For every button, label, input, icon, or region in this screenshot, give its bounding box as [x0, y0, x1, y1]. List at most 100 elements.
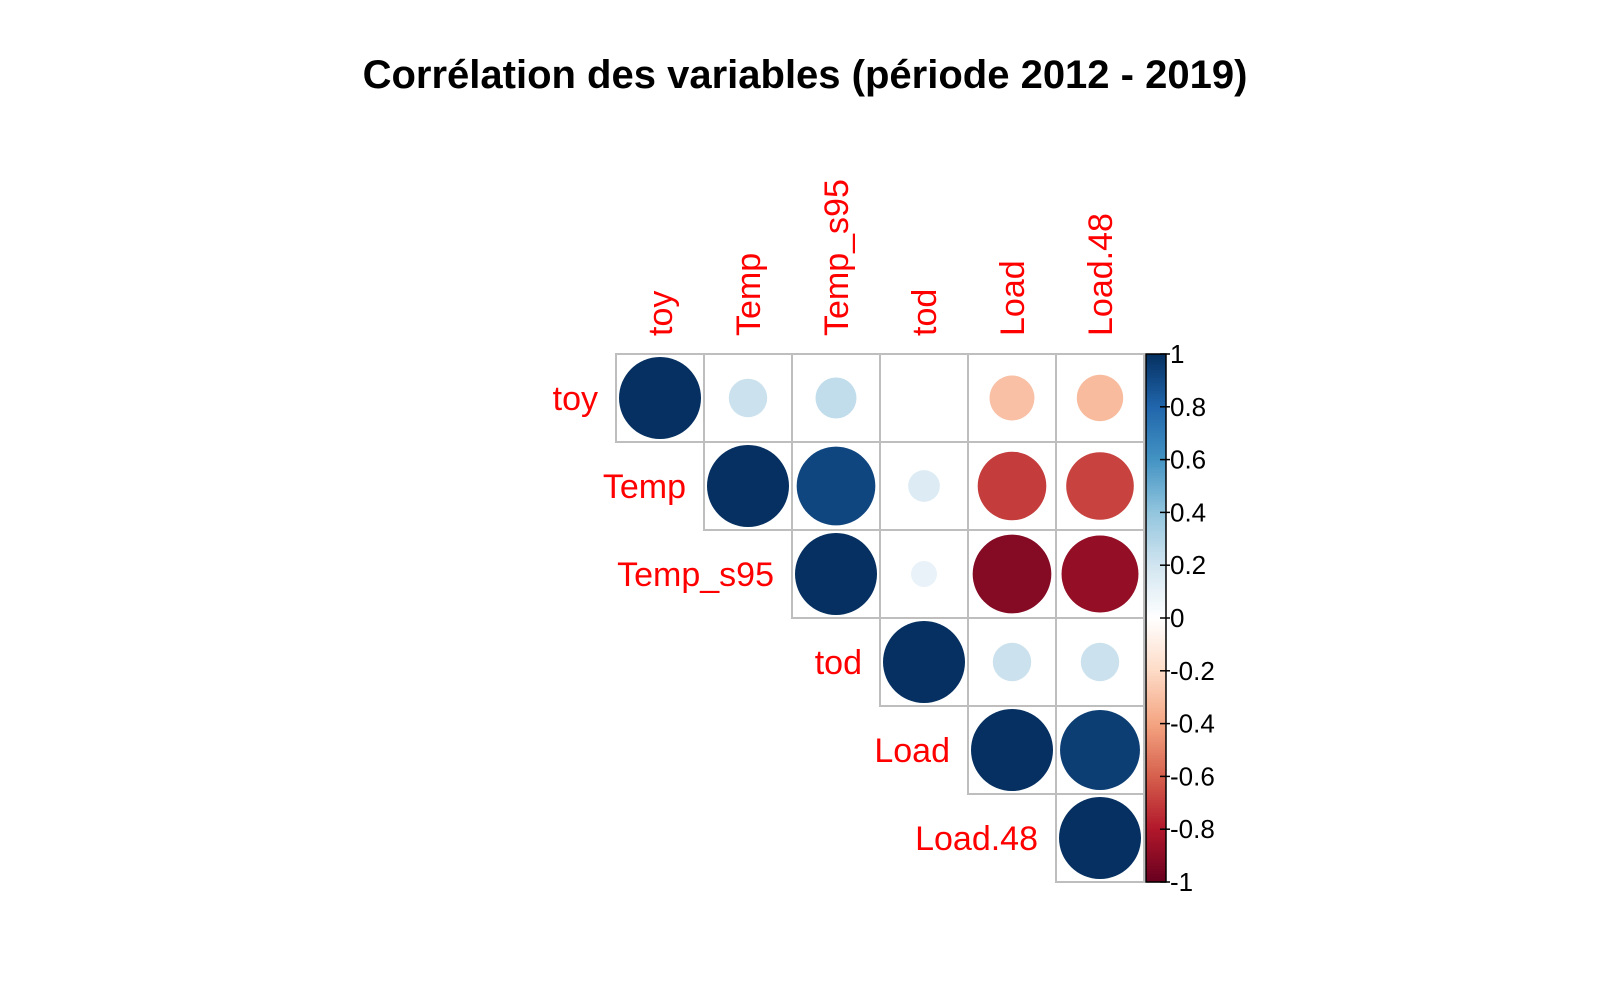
- colorbar-segment: [1146, 668, 1166, 672]
- colorbar-segment: [1146, 639, 1166, 643]
- correlation-circle-toy-Temp_s95: [815, 377, 857, 419]
- correlation-circle-toy-Load.48: [1076, 374, 1124, 422]
- colorbar-segment: [1146, 359, 1166, 363]
- colorbar-segment: [1146, 691, 1166, 696]
- colorbar-tick-label: -0.4: [1170, 709, 1215, 739]
- colorbar-segment: [1146, 375, 1166, 379]
- colorbar-segment: [1146, 850, 1166, 854]
- colorbar-segment: [1146, 422, 1166, 426]
- colorbar-segment: [1146, 604, 1166, 609]
- colorbar-segment: [1146, 499, 1166, 503]
- chart-title: Corrélation des variables (période 2012 …: [363, 53, 1248, 97]
- colorbar-segment: [1146, 393, 1166, 397]
- colorbar-segment: [1146, 565, 1166, 569]
- colorbar-segment: [1146, 620, 1166, 624]
- colorbar-segment: [1146, 657, 1166, 661]
- colorbar-segment: [1146, 409, 1166, 413]
- column-label-Temp_s95: Temp_s95: [818, 179, 856, 336]
- correlation-circle-tod-Load: [992, 642, 1032, 682]
- colorbar-segment: [1146, 784, 1166, 788]
- colorbar-segment: [1146, 786, 1166, 791]
- colorbar-segment: [1146, 673, 1166, 677]
- colorbar-tick-label: 0: [1170, 603, 1184, 633]
- colorbar-segment: [1146, 554, 1166, 558]
- correlation-circle-Load.48-Load.48: [1059, 797, 1141, 879]
- colorbar-segment: [1146, 781, 1166, 785]
- colorbar-segment: [1146, 504, 1166, 508]
- colorbar-segment: [1146, 443, 1166, 447]
- colorbar-segment: [1146, 414, 1166, 418]
- colorbar-segment: [1146, 417, 1166, 421]
- colorbar-segment: [1146, 367, 1166, 371]
- colorbar-segment: [1146, 715, 1166, 719]
- colorbar-segment: [1146, 860, 1166, 865]
- correlation-circle-Temp_s95-tod: [911, 561, 937, 587]
- correlation-circle-toy-Temp: [728, 378, 768, 418]
- colorbar-segment: [1146, 509, 1166, 513]
- colorbar-segment: [1146, 470, 1166, 474]
- colorbar-segment: [1146, 697, 1166, 701]
- colorbar-segment: [1146, 665, 1166, 669]
- colorbar-segment: [1146, 633, 1166, 638]
- grid-cell: [879, 353, 969, 443]
- colorbar-segment: [1146, 380, 1166, 384]
- colorbar-segment: [1146, 702, 1166, 706]
- row-label-Load.48: Load.48: [915, 820, 1038, 858]
- correlation-circle-tod-tod: [883, 621, 965, 703]
- colorbar-segment: [1146, 834, 1166, 838]
- colorbar-segment: [1146, 647, 1166, 651]
- colorbar-segment: [1146, 522, 1166, 527]
- colorbar-segment: [1146, 816, 1166, 820]
- colorbar-segment: [1146, 641, 1166, 645]
- colorbar-segment: [1146, 771, 1166, 775]
- colorbar-segment: [1146, 517, 1166, 521]
- colorbar-segment: [1146, 361, 1166, 366]
- colorbar-segment: [1146, 388, 1166, 392]
- row-label-toy: toy: [553, 380, 598, 418]
- colorbar-segment: [1146, 779, 1166, 783]
- colorbar-segment: [1146, 573, 1166, 577]
- colorbar-segment: [1146, 821, 1166, 825]
- colorbar-segment: [1146, 464, 1166, 469]
- colorbar-segment: [1146, 789, 1166, 793]
- colorbar-segment: [1146, 670, 1166, 675]
- colorbar-segment: [1146, 538, 1166, 543]
- colorbar-segment: [1146, 623, 1166, 627]
- colorbar-segment: [1146, 713, 1166, 717]
- colorbar-segment: [1146, 847, 1166, 851]
- colorbar-segment: [1146, 544, 1166, 548]
- colorbar-segment: [1146, 456, 1166, 461]
- colorbar-segment: [1146, 694, 1166, 698]
- colorbar-segment: [1146, 689, 1166, 693]
- colorbar-segment: [1146, 396, 1166, 400]
- correlation-circle-Temp-Temp_s95: [796, 446, 876, 526]
- colorbar-segment: [1146, 797, 1166, 801]
- colorbar-segment: [1146, 364, 1166, 368]
- colorbar-segment: [1146, 602, 1166, 606]
- colorbar-tick-label: 0.8: [1170, 392, 1206, 422]
- colorbar-segment: [1146, 681, 1166, 685]
- colorbar-segment: [1146, 731, 1166, 735]
- colorbar-segment: [1146, 654, 1166, 659]
- colorbar-segment: [1146, 739, 1166, 743]
- colorbar-segment: [1146, 356, 1166, 360]
- colorbar-segment: [1146, 552, 1166, 556]
- colorbar-segment: [1146, 684, 1166, 688]
- colorbar-segment: [1146, 446, 1166, 450]
- correlation-circle-toy-Load: [989, 375, 1035, 421]
- colorbar-segment: [1146, 435, 1166, 440]
- colorbar-segment: [1146, 763, 1166, 767]
- colorbar-segment: [1146, 625, 1166, 630]
- colorbar-segment: [1146, 596, 1166, 601]
- colorbar-segment: [1146, 744, 1166, 748]
- colorbar-segment: [1146, 718, 1166, 722]
- colorbar-segment: [1146, 404, 1166, 408]
- colorbar-segment: [1146, 868, 1166, 873]
- colorbar-segment: [1146, 591, 1166, 595]
- colorbar-segment: [1146, 546, 1166, 550]
- colorbar-segment: [1146, 723, 1166, 727]
- colorbar-segment: [1146, 649, 1166, 653]
- correlation-circle-Temp_s95-Load.48: [1061, 535, 1139, 613]
- colorbar-segment: [1146, 441, 1166, 445]
- colorbar-segment: [1146, 808, 1166, 812]
